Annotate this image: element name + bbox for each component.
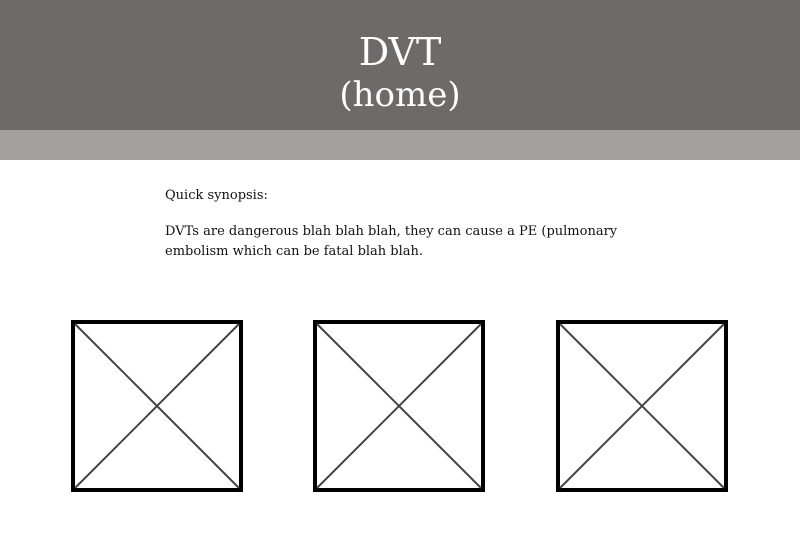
- header-subbar: [0, 130, 800, 160]
- synopsis-body: DVTs are dangerous blah blah blah, they …: [165, 224, 618, 259]
- synopsis-section: Quick synopsis: DVTs are dangerous blah …: [165, 186, 655, 262]
- page-title: DVT: [358, 30, 442, 74]
- image-placeholder-icon: [313, 320, 485, 492]
- image-placeholder-icon: [71, 320, 243, 492]
- image-placeholder-3[interactable]: [556, 320, 728, 492]
- image-placeholder-2[interactable]: [313, 320, 485, 492]
- synopsis-label: Quick synopsis:: [165, 188, 268, 203]
- image-placeholder-1[interactable]: [71, 320, 243, 492]
- page-subtitle: (home): [339, 75, 461, 115]
- page-header: DVT (home): [0, 0, 800, 130]
- image-placeholder-icon: [556, 320, 728, 492]
